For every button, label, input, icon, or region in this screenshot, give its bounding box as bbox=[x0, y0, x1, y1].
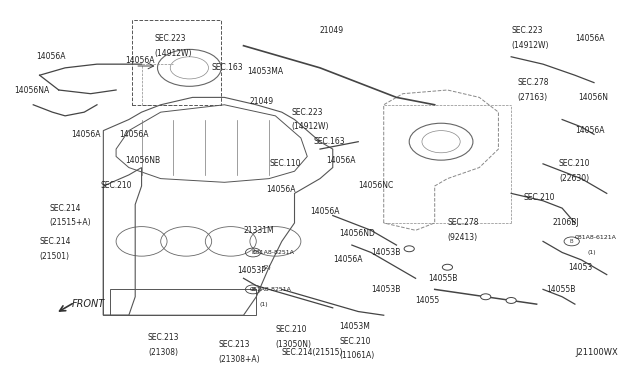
Text: 14056NA: 14056NA bbox=[14, 86, 49, 94]
Text: SEC.214: SEC.214 bbox=[40, 237, 71, 246]
Text: (13050N): (13050N) bbox=[275, 340, 312, 349]
Text: (14912W): (14912W) bbox=[511, 41, 548, 50]
Text: SEC.214(21515): SEC.214(21515) bbox=[282, 348, 343, 357]
Text: SEC.110: SEC.110 bbox=[269, 159, 301, 169]
Text: 081A8-8251A: 081A8-8251A bbox=[250, 287, 292, 292]
Text: 14056NC: 14056NC bbox=[358, 182, 394, 190]
Text: 14056A: 14056A bbox=[575, 126, 604, 135]
Text: FRONT: FRONT bbox=[72, 299, 105, 309]
Text: 14056A: 14056A bbox=[310, 207, 340, 217]
Text: 14056A: 14056A bbox=[266, 185, 295, 194]
Text: 14055B: 14055B bbox=[546, 285, 575, 294]
Circle shape bbox=[506, 298, 516, 304]
Text: 21049: 21049 bbox=[250, 97, 274, 106]
Text: 14056NB: 14056NB bbox=[125, 155, 161, 165]
Text: 14056A: 14056A bbox=[575, 34, 604, 43]
Text: 14053B: 14053B bbox=[371, 285, 401, 294]
Text: SEC.210: SEC.210 bbox=[100, 182, 132, 190]
Text: SEC.213: SEC.213 bbox=[218, 340, 250, 349]
Text: 14053: 14053 bbox=[568, 263, 593, 272]
Text: SEC.210: SEC.210 bbox=[524, 193, 556, 202]
Circle shape bbox=[404, 246, 414, 252]
Text: 14056A: 14056A bbox=[333, 255, 362, 264]
Text: SEC.210: SEC.210 bbox=[275, 326, 307, 334]
Text: (22630): (22630) bbox=[559, 174, 589, 183]
Text: (14912W): (14912W) bbox=[154, 49, 192, 58]
Text: 14053P: 14053P bbox=[237, 266, 266, 275]
Text: (21308+A): (21308+A) bbox=[218, 355, 260, 364]
Text: B: B bbox=[252, 250, 255, 255]
Text: SEC.223: SEC.223 bbox=[291, 108, 323, 117]
Text: 14056A: 14056A bbox=[119, 130, 148, 139]
Text: SEC.223: SEC.223 bbox=[511, 26, 543, 35]
Circle shape bbox=[442, 264, 452, 270]
Text: (21501): (21501) bbox=[40, 251, 70, 261]
Text: 14053M: 14053M bbox=[339, 322, 370, 331]
Text: 14055: 14055 bbox=[415, 296, 440, 305]
Text: SEC.223: SEC.223 bbox=[154, 34, 186, 43]
Text: J21100WX: J21100WX bbox=[575, 348, 618, 357]
Text: 14053MA: 14053MA bbox=[246, 67, 283, 76]
Text: B: B bbox=[252, 287, 255, 292]
Text: 081A8-8251A: 081A8-8251A bbox=[253, 250, 295, 255]
Text: SEC.214: SEC.214 bbox=[49, 203, 81, 213]
Text: (2): (2) bbox=[262, 265, 271, 270]
Text: (1): (1) bbox=[259, 302, 268, 307]
Text: (21515+A): (21515+A) bbox=[49, 218, 91, 227]
Text: SEC.163: SEC.163 bbox=[212, 63, 243, 72]
Text: 14056N: 14056N bbox=[578, 93, 608, 102]
Text: 2106BJ: 2106BJ bbox=[552, 218, 579, 227]
Text: (1): (1) bbox=[588, 250, 596, 255]
Text: (92413): (92413) bbox=[447, 233, 477, 242]
Text: SEC.213: SEC.213 bbox=[148, 333, 179, 342]
Text: SEC.278: SEC.278 bbox=[447, 218, 479, 227]
Text: 21331M: 21331M bbox=[244, 226, 274, 235]
Text: SEC.210: SEC.210 bbox=[559, 159, 591, 169]
Text: (27163): (27163) bbox=[518, 93, 548, 102]
Text: 14053B: 14053B bbox=[371, 248, 401, 257]
Text: (11061A): (11061A) bbox=[339, 351, 374, 360]
Text: 14056A: 14056A bbox=[125, 56, 155, 65]
Text: 21049: 21049 bbox=[320, 26, 344, 35]
Text: SEC.210: SEC.210 bbox=[339, 337, 371, 346]
Text: 14056A: 14056A bbox=[72, 130, 101, 139]
Text: 14055B: 14055B bbox=[428, 274, 458, 283]
Text: 14056A: 14056A bbox=[326, 155, 356, 165]
Text: (21308): (21308) bbox=[148, 348, 178, 357]
Text: SEC.278: SEC.278 bbox=[518, 78, 549, 87]
Text: (14912W): (14912W) bbox=[291, 122, 329, 131]
Text: 14056A: 14056A bbox=[36, 52, 66, 61]
Circle shape bbox=[481, 294, 491, 300]
Text: SEC.163: SEC.163 bbox=[314, 137, 345, 146]
Text: 14056ND: 14056ND bbox=[339, 230, 375, 238]
Text: 081A8-6121A: 081A8-6121A bbox=[575, 235, 617, 240]
Text: B: B bbox=[570, 239, 573, 244]
